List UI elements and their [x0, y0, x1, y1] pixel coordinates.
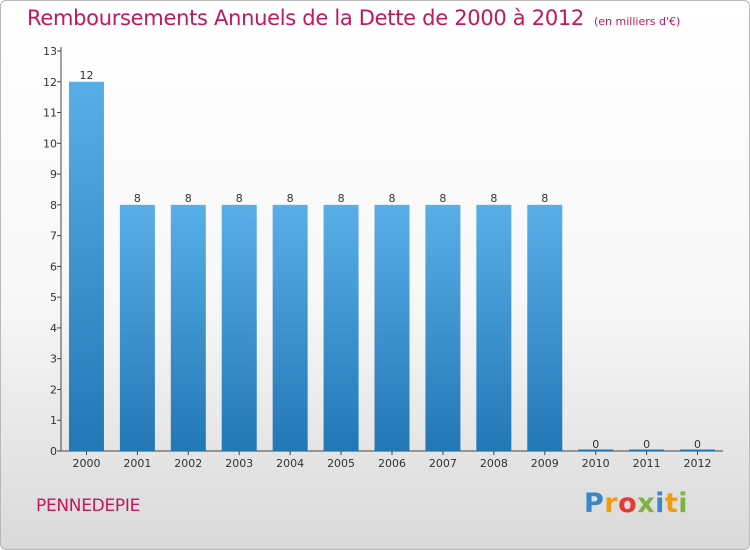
x-tick-label: 2012: [684, 457, 712, 470]
bar-2003: [221, 204, 257, 451]
bar-2004: [272, 204, 308, 451]
x-tick-label: 2002: [174, 457, 202, 470]
y-tick-label: 1: [50, 414, 57, 427]
bar-2000: [68, 81, 104, 452]
y-tick-label: 0: [50, 445, 57, 458]
bar-2006: [374, 204, 410, 451]
bar-2008: [476, 204, 512, 451]
data-label: 8: [490, 192, 497, 205]
logo-letter: i: [655, 488, 665, 519]
x-tick-label: 2006: [378, 457, 406, 470]
y-tick-label: 2: [50, 383, 57, 396]
bar-2010: [578, 449, 614, 451]
y-tick-label: 5: [50, 291, 57, 304]
data-label: 8: [541, 192, 548, 205]
data-label: 8: [134, 192, 141, 205]
logo-letter: t: [664, 488, 679, 519]
x-tick-label: 2009: [531, 457, 559, 470]
y-tick-label: 12: [43, 76, 57, 89]
logo-letter: i: [678, 488, 689, 519]
x-tick-label: 2000: [72, 457, 100, 470]
y-tick-label: 3: [50, 353, 57, 366]
chart-title: Remboursements Annuels de la Dette de 20…: [27, 6, 680, 30]
data-label: 8: [185, 192, 192, 205]
y-tick-label: 13: [43, 45, 57, 58]
data-label: 0: [694, 438, 701, 451]
bar-2011: [629, 449, 665, 451]
chart-title-text: Remboursements Annuels de la Dette de 20…: [27, 6, 584, 30]
bar-2001: [119, 204, 155, 451]
x-tick-label: 2003: [225, 457, 253, 470]
bar-2009: [527, 204, 563, 451]
x-tick-label: 2004: [276, 457, 304, 470]
x-tick-label: 2010: [582, 457, 610, 470]
logo-letter: P: [584, 488, 605, 519]
logo-letter: x: [637, 488, 656, 519]
data-label: 0: [592, 438, 599, 451]
commune-name: PENNEDEPIE: [36, 496, 141, 516]
y-tick-label: 8: [50, 199, 57, 212]
bar-2007: [425, 204, 461, 451]
data-label: 8: [338, 192, 345, 205]
data-label: 8: [236, 192, 243, 205]
bar-2005: [323, 204, 359, 451]
y-tick-label: 11: [43, 107, 57, 120]
proxiti-logo: Proxiti: [584, 488, 688, 519]
data-label: 8: [389, 192, 396, 205]
x-tick-label: 2005: [327, 457, 355, 470]
y-tick-label: 6: [50, 260, 57, 273]
data-label: 8: [439, 192, 446, 205]
data-label: 0: [643, 438, 650, 451]
data-label: 12: [79, 69, 93, 82]
y-tick-label: 10: [43, 137, 57, 150]
logo-letter: o: [618, 488, 638, 519]
x-tick-label: 2008: [480, 457, 508, 470]
y-tick-label: 7: [50, 230, 57, 243]
logo-letter: r: [604, 488, 619, 519]
x-tick-label: 2007: [429, 457, 457, 470]
data-label: 8: [287, 192, 294, 205]
x-tick-label: 2011: [633, 457, 661, 470]
chart-subtitle: (en milliers d'€): [594, 15, 681, 28]
y-tick-label: 4: [50, 322, 57, 335]
bar-2002: [170, 204, 206, 451]
bar-2012: [680, 449, 716, 451]
y-tick-label: 9: [50, 168, 57, 181]
x-tick-label: 2001: [123, 457, 151, 470]
